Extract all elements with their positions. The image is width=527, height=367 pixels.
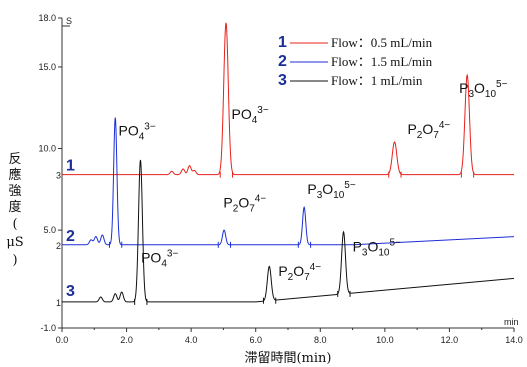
y-axis-label-char: ( (12, 217, 17, 232)
legend-label: Flow：0.5 mL/min (331, 35, 433, 50)
legend-label: Flow：1.5 mL/min (331, 54, 433, 69)
y-axis-label-char: 強 (8, 184, 21, 199)
trace-1 (62, 22, 514, 176)
legend-number: 2 (278, 53, 287, 70)
trace-number-3: 3 (66, 283, 75, 300)
trace-3 (62, 159, 515, 303)
y-axis-label-char: 應 (8, 167, 21, 183)
peak-label: PO43− (141, 249, 178, 270)
peak-label: PO43− (119, 121, 156, 142)
trace-small-label: 1 (56, 298, 61, 308)
y-axis-label-char: ) (12, 253, 17, 268)
x-tick-label: 4.0 (185, 335, 198, 345)
y-unit-label: S (66, 16, 72, 26)
y-tick-label: 15.0 (38, 62, 56, 72)
peak-labels: PO43− P2O74− P3O105− PO43− P2O74− P3O105− PO43… (119, 79, 508, 283)
y-tick-label: 5.0 (43, 225, 56, 235)
peak-label: P2O74− (223, 193, 266, 214)
trace-number-2: 2 (66, 228, 75, 245)
y-axis-label-char: 反 (8, 152, 21, 167)
trace-small-label: 2 (56, 241, 61, 251)
x-axis-label: 滞留時間(min) (244, 351, 331, 366)
x-tick-label: 6.0 (249, 335, 262, 345)
y-axis-label-char: 度 (8, 199, 21, 215)
legend-number: 1 (278, 34, 287, 51)
trace-2 (62, 117, 515, 246)
peak-label: P3O105− (459, 79, 507, 100)
peak-label: P2O74− (278, 262, 321, 283)
x-tick-label: 2.0 (120, 335, 133, 345)
x-tick-label: 14.0 (505, 335, 523, 345)
axes: 18.0 15.0 10.0 5.0 -1.0 S 0.0 2.0 4.0 6.0 8.0 10.0 1… (38, 13, 522, 345)
peak-label: P3O105− (307, 180, 355, 201)
x-tick-label: 0.0 (56, 335, 69, 345)
trace-small-label: 3 (56, 171, 61, 181)
x-tick-label: 12.0 (441, 335, 459, 345)
x-unit-label: min (504, 317, 519, 327)
peak-label: P2O74− (407, 120, 450, 141)
y-axis-label-char: μS (6, 235, 23, 250)
peak-label: PO43− (232, 105, 269, 126)
x-tick-label: 8.0 (314, 335, 327, 345)
legend-number: 3 (278, 72, 287, 89)
y-tick-label: 10.0 (38, 144, 56, 154)
legend-label: Flow：1 mL/min (331, 73, 423, 88)
trace-number-1: 1 (66, 158, 75, 175)
x-tick-label: 10.0 (376, 335, 394, 345)
peak-label: P3O105− (353, 237, 401, 258)
y-tick-label: 18.0 (38, 13, 56, 23)
legend: 1 Flow：0.5 mL/min 2 Flow：1.5 mL/min 3 Flow：1 … (278, 34, 433, 89)
y-tick-label: -1.0 (40, 323, 56, 333)
